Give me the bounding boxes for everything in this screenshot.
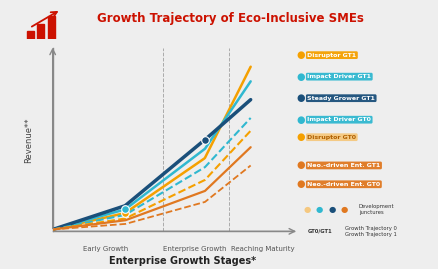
Text: ●: ● bbox=[296, 132, 304, 142]
Text: Steady Grower GT1: Steady Grower GT1 bbox=[307, 96, 374, 101]
Text: Early Growth: Early Growth bbox=[83, 246, 128, 252]
Text: ●: ● bbox=[296, 72, 304, 82]
Text: Neo.-driven Ent. GT1: Neo.-driven Ent. GT1 bbox=[307, 163, 380, 168]
Text: Impact Driver GT1: Impact Driver GT1 bbox=[307, 74, 371, 79]
Text: ●: ● bbox=[303, 205, 310, 214]
Text: ●: ● bbox=[296, 160, 304, 171]
Text: Growth Trajectory of Eco-Inclusive SMEs: Growth Trajectory of Eco-Inclusive SMEs bbox=[96, 12, 363, 25]
Text: ●: ● bbox=[296, 50, 304, 60]
Text: Development
junctures: Development junctures bbox=[358, 204, 393, 215]
Text: GT0/GT1: GT0/GT1 bbox=[307, 229, 331, 234]
Text: Disruptor GT1: Disruptor GT1 bbox=[307, 53, 356, 58]
Text: ●: ● bbox=[315, 205, 322, 214]
Text: ●: ● bbox=[340, 205, 347, 214]
Text: ●: ● bbox=[296, 179, 304, 189]
Text: Impact Driver GT0: Impact Driver GT0 bbox=[307, 117, 371, 122]
Bar bbox=[27, 31, 34, 39]
Text: Enterprise Growth Stages*: Enterprise Growth Stages* bbox=[108, 256, 255, 266]
Text: Revenue**: Revenue** bbox=[24, 117, 33, 163]
Text: Enterprise Growth: Enterprise Growth bbox=[163, 246, 226, 252]
Text: Growth Trajectory 0
Growth Trajectory 1: Growth Trajectory 0 Growth Trajectory 1 bbox=[344, 226, 396, 237]
Text: Disruptor GT0: Disruptor GT0 bbox=[307, 135, 356, 140]
Bar bbox=[48, 16, 55, 39]
Text: ●: ● bbox=[296, 115, 304, 125]
Text: ●: ● bbox=[328, 205, 335, 214]
Text: ●: ● bbox=[296, 93, 304, 103]
Text: Neo.-driven Ent. GT0: Neo.-driven Ent. GT0 bbox=[307, 182, 380, 187]
Text: Reaching Maturity: Reaching Maturity bbox=[230, 246, 294, 252]
Bar bbox=[37, 24, 44, 39]
